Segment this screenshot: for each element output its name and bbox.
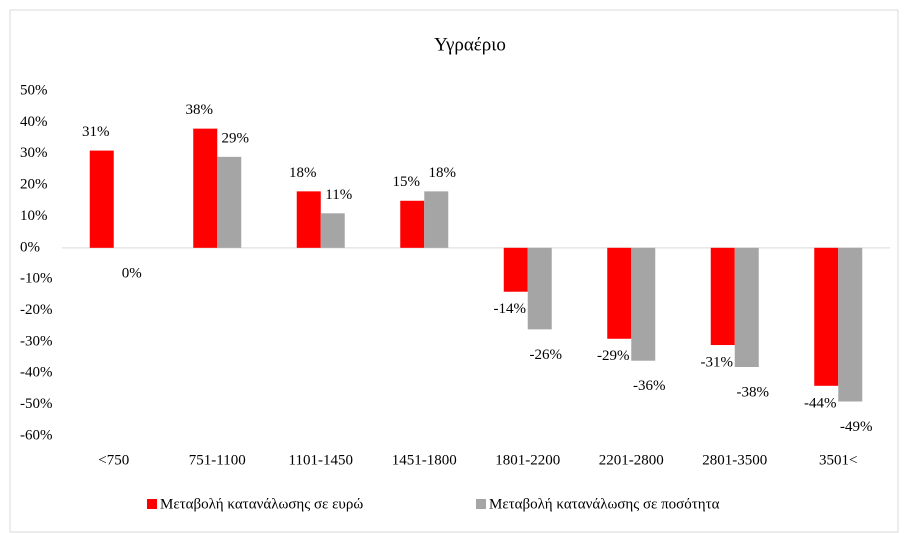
bar — [734, 247, 759, 367]
data-label: 15% — [393, 174, 421, 190]
y-tick-label: -30% — [20, 333, 53, 349]
data-label: 0% — [122, 265, 142, 281]
x-tick-label: 751-1100 — [189, 452, 246, 468]
legend-swatch — [476, 499, 486, 509]
data-label: -31% — [701, 354, 734, 370]
data-label: -29% — [597, 348, 630, 364]
y-tick-label: 50% — [20, 82, 48, 98]
bar — [89, 150, 114, 248]
y-tick-label: 20% — [20, 177, 48, 193]
data-label: -26% — [530, 347, 563, 363]
bar — [193, 128, 218, 248]
bar — [217, 156, 242, 248]
bar — [527, 247, 552, 330]
legend-label: Μεταβολή κατανάλωσης σε ποσότητα — [489, 496, 720, 512]
y-tick-label: -40% — [20, 365, 53, 381]
x-tick-label: 2801-3500 — [702, 452, 767, 468]
data-label: -36% — [633, 378, 666, 394]
data-label: 31% — [82, 124, 110, 140]
data-label: 38% — [186, 102, 214, 118]
chart-title: Υγραέριο — [434, 34, 506, 55]
data-label: -14% — [494, 301, 527, 317]
bar — [814, 247, 839, 386]
x-tick-label: 1451-1800 — [392, 452, 457, 468]
y-tick-label: -10% — [20, 271, 53, 287]
legend-label: Μεταβολή κατανάλωσης σε ευρώ — [160, 496, 363, 512]
bar — [424, 191, 449, 248]
x-tick-label: 3501< — [819, 452, 857, 468]
data-label: -44% — [804, 395, 837, 411]
chart-border — [9, 9, 899, 533]
data-label: 29% — [222, 130, 250, 146]
y-tick-label: 40% — [20, 114, 48, 130]
bar — [631, 247, 656, 361]
x-tick-label: 1101-1450 — [289, 452, 353, 468]
y-tick-label: -20% — [20, 302, 53, 318]
x-tick-label: <750 — [98, 452, 129, 468]
x-tick-label: 1801-2200 — [495, 452, 560, 468]
x-tick-label: 2201-2800 — [599, 452, 664, 468]
data-label: 11% — [325, 187, 352, 203]
y-tick-label: -60% — [20, 427, 53, 443]
bar — [710, 247, 735, 346]
data-label: -49% — [840, 419, 873, 435]
y-tick-label: 0% — [20, 239, 40, 255]
y-tick-label: -50% — [20, 396, 53, 412]
bar — [607, 247, 632, 339]
y-tick-label: 10% — [20, 208, 48, 224]
data-label: -38% — [737, 384, 770, 400]
legend-swatch — [147, 499, 157, 509]
bar — [320, 213, 345, 248]
bar — [400, 200, 425, 248]
bar — [503, 247, 528, 292]
bar — [296, 191, 321, 248]
y-tick-label: 30% — [20, 145, 48, 161]
data-label: 18% — [429, 165, 457, 181]
bar — [838, 247, 863, 402]
data-label: 18% — [289, 165, 317, 181]
